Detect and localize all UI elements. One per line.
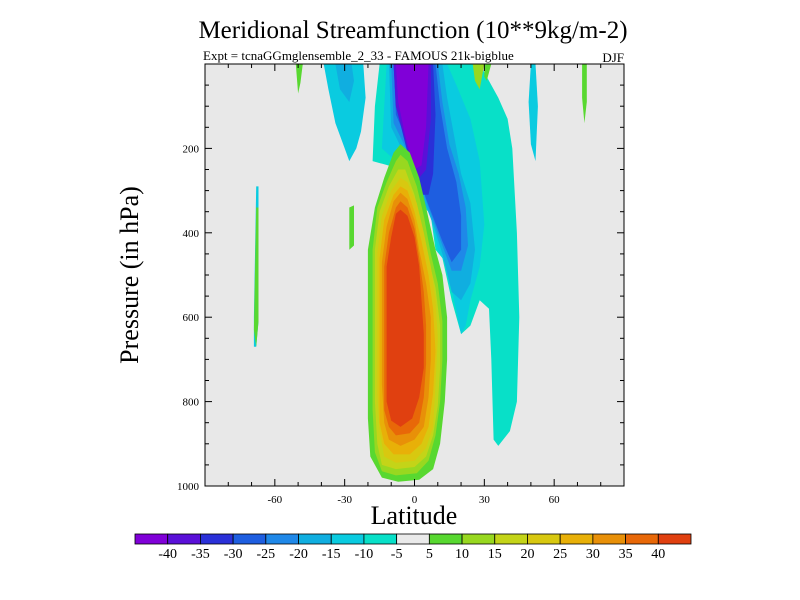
season-label: DJF — [602, 50, 624, 65]
colorbar-label: -40 — [158, 547, 177, 562]
y-axis-label: Pressure (in hPa) — [115, 186, 144, 364]
colorbar-label: 35 — [619, 547, 633, 562]
chart-subtitle: Expt = tcnaGGmglensemble_2_33 - FAMOUS 2… — [203, 48, 514, 63]
colorbar: -40 -35 -30 -25 -20 -15 -10 -5 5 10 15 20 25 30 35 40 — [134, 533, 692, 562]
y-axis-ticks: 200 400 600 800 1000 — [177, 63, 624, 493]
colorbar-label: 30 — [586, 547, 600, 562]
x-tick-label: 60 — [549, 494, 561, 506]
contour-weak-positive-north-b — [472, 64, 485, 90]
y-tick-label: 200 — [183, 143, 200, 155]
colorbar-label: 15 — [488, 547, 502, 562]
contour-weak-positive-south-top — [295, 64, 303, 94]
colorbar-label: -35 — [191, 547, 210, 562]
colorbar-label: 20 — [520, 547, 534, 562]
colorbar-swatch — [559, 533, 594, 545]
x-axis-label: Latitude — [371, 501, 458, 530]
colorbar-label: -10 — [355, 547, 374, 562]
colorbar-swatch — [232, 533, 267, 545]
colorbar-swatch — [200, 533, 234, 545]
colorbar-swatch — [298, 533, 332, 545]
colorbar-swatch — [396, 533, 430, 545]
contour-negative-core-c — [395, 64, 429, 170]
colorbar-label: -20 — [289, 547, 308, 562]
contour-negative-south — [323, 64, 366, 162]
y-tick-label: 400 — [183, 228, 200, 240]
colorbar-swatch — [428, 533, 463, 545]
contour-weak-positive-north-c — [582, 64, 587, 124]
colorbar-swatch — [592, 533, 626, 545]
y-tick-label: 1000 — [177, 481, 200, 493]
x-tick-label: 30 — [479, 494, 491, 506]
colorbar-swatch — [134, 533, 169, 545]
colorbar-swatch — [363, 533, 398, 545]
x-tick-label: -30 — [337, 494, 352, 506]
x-tick-label: -60 — [267, 494, 282, 506]
contour-weak-positive-south-inner — [253, 207, 259, 347]
colorbar-label: -5 — [391, 547, 403, 562]
x-axis-ticks: -60 -30 0 30 60 — [204, 64, 625, 506]
colorbar-label: -15 — [322, 547, 341, 562]
contour-fill — [253, 64, 587, 482]
colorbar-swatch — [330, 533, 365, 545]
y-tick-label: 800 — [183, 397, 200, 409]
colorbar-swatch — [265, 533, 299, 545]
contour-weak-positive-north-a — [484, 64, 492, 81]
colorbar-swatch — [527, 533, 561, 545]
x-tick-label: 0 — [412, 494, 418, 506]
colorbar-swatch — [167, 533, 201, 545]
colorbar-label: 40 — [651, 547, 665, 562]
colorbar-label: -30 — [224, 547, 243, 562]
colorbar-swatch — [494, 533, 528, 545]
colorbar-label: 25 — [553, 547, 567, 562]
colorbar-swatch — [625, 533, 659, 545]
colorbar-label: 5 — [426, 547, 433, 562]
colorbar-label: 10 — [455, 547, 469, 562]
chart-title: Meridional Streamfunction (10**9kg/m-2) — [198, 17, 627, 44]
colorbar-swatch — [461, 533, 496, 545]
contour-positive-cell-core — [386, 209, 424, 427]
colorbar-swatch — [657, 533, 692, 545]
colorbar-label: -25 — [256, 547, 275, 562]
contour-positive-south-mid — [349, 205, 354, 250]
contour-negative-south-inner — [335, 64, 354, 102]
y-tick-label: 600 — [183, 312, 200, 324]
contour-negative-high-north — [528, 64, 538, 162]
